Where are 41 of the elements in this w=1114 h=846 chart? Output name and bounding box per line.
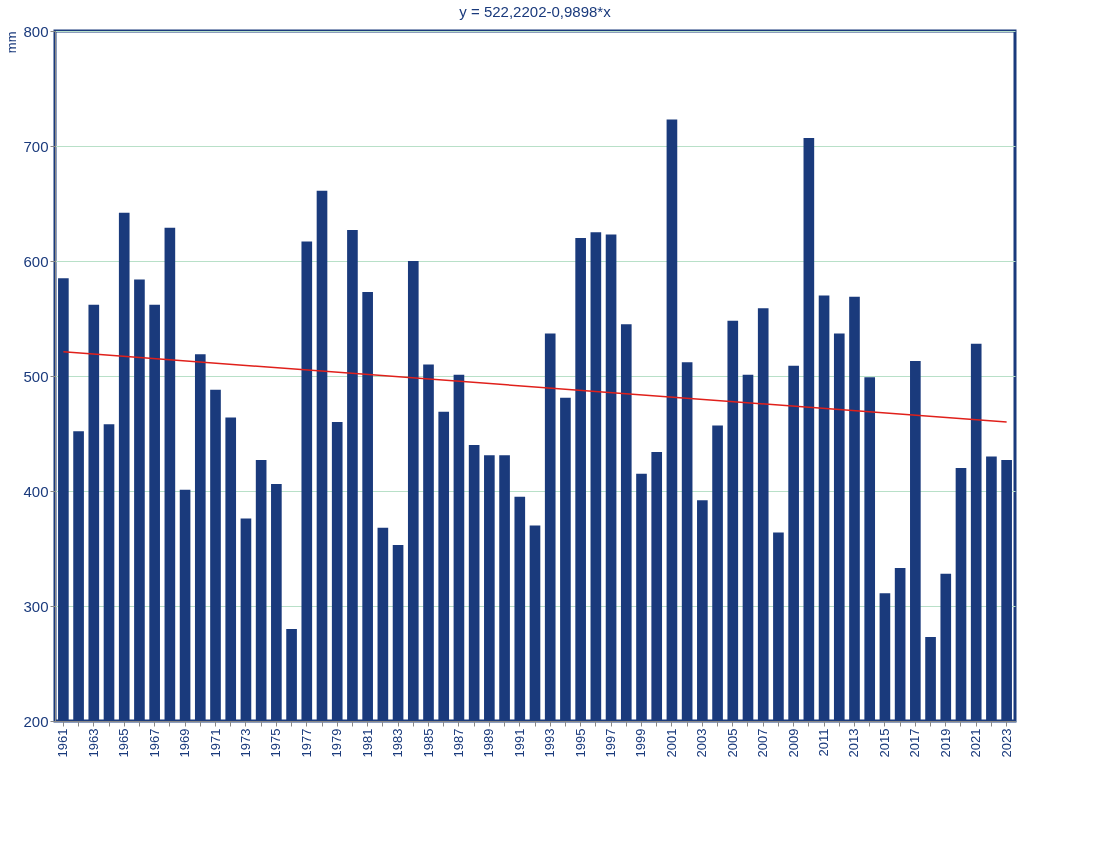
x-tick-label: 1961 [55,728,71,758]
x-tick-label: 1969 [177,728,193,758]
x-tick-label: 1993 [542,728,558,758]
y-tick-label: 500 [23,367,49,385]
x-tick-label: 2023 [998,728,1014,758]
y-axis-title: mm [4,31,20,54]
y-tick-label: 200 [23,712,49,730]
x-tick-label: 2001 [663,728,679,758]
x-tick-label: 1979 [329,728,345,758]
x-tick-label: 2015 [876,728,892,758]
x-tick-label: 2019 [937,728,953,758]
x-tick-label: 2005 [724,728,740,758]
chart-title: y = 522,2202-0,9898*x [459,3,612,20]
x-tick-label: 2017 [907,728,923,758]
x-tick-label: 2021 [968,728,984,758]
x-tick-label: 1997 [603,728,619,758]
x-tick-label: 2003 [694,728,710,758]
x-tick-label: 1967 [146,728,162,758]
x-tick-label: 1973 [237,728,253,758]
x-tick-label: 2009 [785,728,801,758]
y-tick-label: 700 [23,137,49,155]
x-tick-label: 1965 [116,728,132,758]
y-tick-label: 800 [23,22,49,40]
x-tick-label: 2011 [816,728,832,757]
x-tick-label: 1991 [511,728,527,758]
y-tick-label: 600 [23,252,49,270]
x-tick-label: 2007 [755,728,771,758]
y-tick-label: 300 [23,597,49,615]
x-tick-label: 1971 [207,728,223,758]
x-tick-label: 1981 [359,728,375,758]
x-tick-label: 1995 [572,728,588,758]
x-tick-label: 1985 [420,728,436,758]
x-tick-label: 1963 [85,728,101,758]
x-tick-label: 1987 [450,728,466,758]
y-tick-label: 400 [23,482,49,500]
x-tick-label: 1983 [390,728,406,758]
x-tick-label: 2013 [846,728,862,758]
x-tick-label: 1977 [298,728,314,758]
x-tick-label: 1999 [633,728,649,758]
x-tick-label: 1975 [268,728,284,758]
x-tick-label: 1989 [481,728,497,758]
